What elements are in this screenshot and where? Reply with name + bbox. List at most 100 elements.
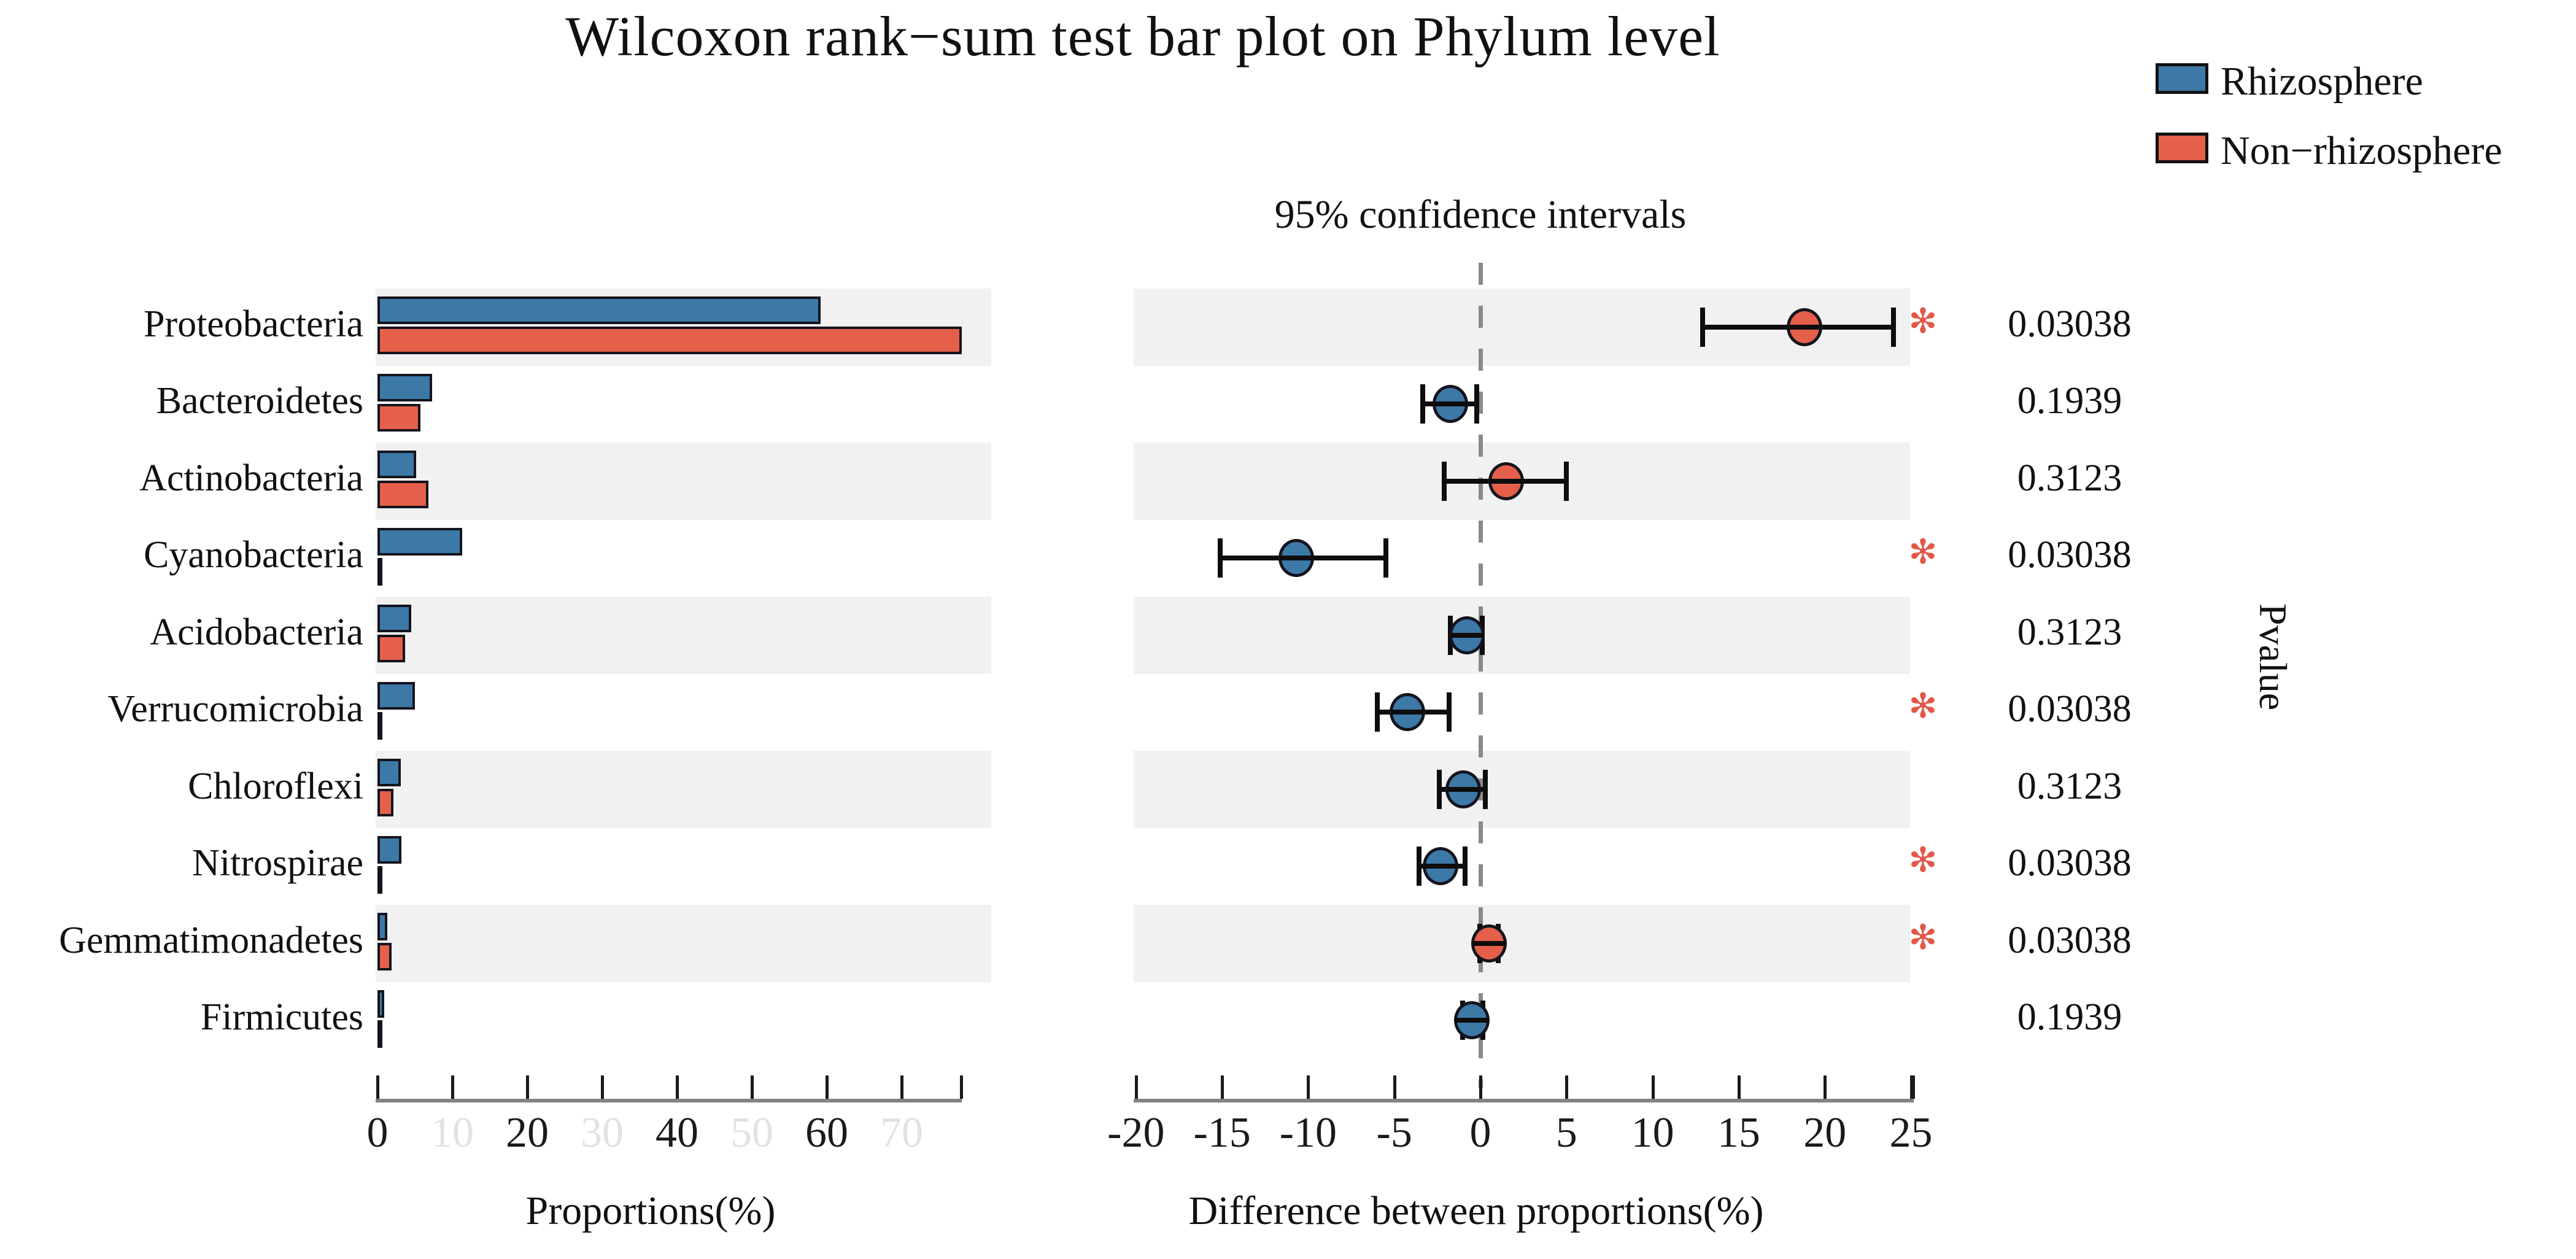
- category-label: Chloroflexi: [188, 765, 363, 807]
- axis-tick-label: 10: [1631, 1109, 1674, 1156]
- axis-tick-label: 30: [581, 1109, 624, 1156]
- bar-rhizosphere: [377, 913, 387, 940]
- axis-tick: [826, 1075, 829, 1099]
- axis-end-tick: [960, 1075, 963, 1099]
- row-stripe: [1134, 905, 1910, 982]
- dot-center-line: [1424, 864, 1458, 869]
- pvalue-text: 0.03038: [2008, 842, 2132, 885]
- bar-rhizosphere: [377, 605, 411, 632]
- legend-swatch-non-rhizosphere: [2156, 133, 2208, 163]
- axis-tick: [676, 1075, 679, 1099]
- ci-cap-low: [1700, 307, 1705, 347]
- category-label: Gemmatimonadetes: [59, 919, 363, 961]
- axis-line: [376, 1099, 962, 1102]
- axis-tick: [1737, 1075, 1741, 1099]
- bar-rhizosphere: [377, 681, 415, 710]
- row-stripe: [376, 751, 991, 828]
- bar-rhizosphere: [377, 527, 462, 556]
- ci-cap-high: [1447, 692, 1452, 732]
- axis-tick-label: 20: [1803, 1109, 1847, 1156]
- bar-non-rhizosphere: [377, 943, 392, 970]
- axis-tick: [1565, 1075, 1569, 1099]
- dot-center-line: [1490, 478, 1523, 484]
- pvalue-axis-title: Pvalue: [2251, 603, 2295, 711]
- ci-cap-high: [1383, 538, 1388, 578]
- dot-center-line: [1472, 940, 1506, 946]
- row-stripe: [376, 443, 991, 520]
- axis-tick: [1651, 1075, 1655, 1099]
- ci-cap-high: [1462, 846, 1468, 886]
- category-label: Verrucomicrobia: [107, 688, 363, 730]
- ci-cap-high: [1564, 461, 1569, 501]
- bar-non-rhizosphere: [377, 711, 382, 740]
- axis-tick-label: -15: [1193, 1109, 1251, 1156]
- pvalue-text: 0.1939: [2017, 996, 2122, 1039]
- category-label: Actinobacteria: [139, 457, 363, 499]
- axis-end-tick: [1912, 1075, 1915, 1099]
- bar-non-rhizosphere: [377, 481, 428, 508]
- proportions-axis-title: Proportions(%): [525, 1188, 776, 1233]
- bar-rhizosphere: [377, 373, 433, 401]
- bar-non-rhizosphere: [377, 1020, 382, 1048]
- bar-non-rhizosphere: [377, 327, 962, 354]
- row-stripe: [376, 597, 991, 674]
- axis-tick: [526, 1075, 529, 1099]
- axis-tick: [1824, 1075, 1827, 1099]
- pvalue-text: 0.03038: [2008, 303, 2132, 345]
- axis-tick: [601, 1075, 604, 1099]
- dot-center-line: [1390, 710, 1424, 715]
- bar-non-rhizosphere: [377, 866, 382, 894]
- axis-tick: [751, 1075, 754, 1099]
- axis-tick-label: 10: [431, 1109, 474, 1156]
- legend-label-rhizosphere: Rhizosphere: [2221, 59, 2423, 104]
- axis-tick-label: 0: [366, 1109, 389, 1156]
- axis-tick-label: 25: [1889, 1109, 1933, 1156]
- bar-non-rhizosphere: [377, 557, 382, 586]
- category-label: Nitrospirae: [192, 842, 363, 885]
- dot-center-line: [1446, 786, 1480, 792]
- dot-center-line: [1787, 324, 1821, 330]
- ci-cap-high: [1891, 307, 1897, 347]
- ci-cap-low: [1374, 692, 1380, 732]
- axis-tick-label: 20: [506, 1109, 549, 1156]
- dot-center-line: [1450, 632, 1483, 638]
- legend-label-non-rhizosphere: Non−rhizosphere: [2221, 128, 2502, 173]
- significance-asterisk-icon: ✻: [1908, 301, 1938, 341]
- ci-cap-low: [1218, 538, 1223, 578]
- pvalue-text: 0.03038: [2008, 919, 2132, 961]
- ci-cap-low: [1417, 846, 1422, 886]
- pvalue-text: 0.03038: [2008, 534, 2132, 576]
- axis-tick-label: 60: [805, 1109, 848, 1156]
- axis-tick-label: -10: [1279, 1109, 1337, 1156]
- dot-center-line: [1433, 401, 1467, 407]
- category-label: Proteobacteria: [143, 303, 363, 345]
- axis-tick-label: 0: [1469, 1109, 1491, 1156]
- bar-rhizosphere: [377, 296, 821, 324]
- legend-swatch-rhizosphere: [2156, 63, 2208, 94]
- category-label: Firmicutes: [200, 996, 363, 1039]
- bar-non-rhizosphere: [377, 403, 420, 432]
- ci-cap-high: [1474, 384, 1480, 424]
- ci-cap-low: [1420, 384, 1425, 424]
- dot-center-line: [1279, 556, 1313, 561]
- zero-dashed-line: [1479, 263, 1483, 1088]
- axis-tick: [376, 1075, 379, 1099]
- category-label: Cyanobacteria: [143, 534, 363, 576]
- ci-cap-low: [1436, 769, 1442, 809]
- bar-non-rhizosphere: [377, 789, 393, 816]
- axis-tick: [1393, 1075, 1396, 1099]
- pvalue-text: 0.03038: [2008, 688, 2132, 730]
- confidence-interval-subtitle: 95% confidence intervals: [1274, 192, 1687, 237]
- row-stripe: [376, 905, 991, 982]
- pvalue-text: 0.3123: [2017, 457, 2122, 499]
- pvalue-text: 0.3123: [2017, 611, 2122, 653]
- category-label: Acidobacteria: [150, 611, 363, 653]
- axis-line: [1134, 1099, 1914, 1102]
- significance-asterisk-icon: ✻: [1908, 532, 1938, 573]
- significance-asterisk-icon: ✻: [1908, 686, 1938, 727]
- proportions-panel: [376, 289, 991, 1059]
- axis-tick: [1909, 1075, 1913, 1099]
- axis-tick: [1307, 1075, 1310, 1099]
- significance-asterisk-icon: ✻: [1908, 917, 1938, 958]
